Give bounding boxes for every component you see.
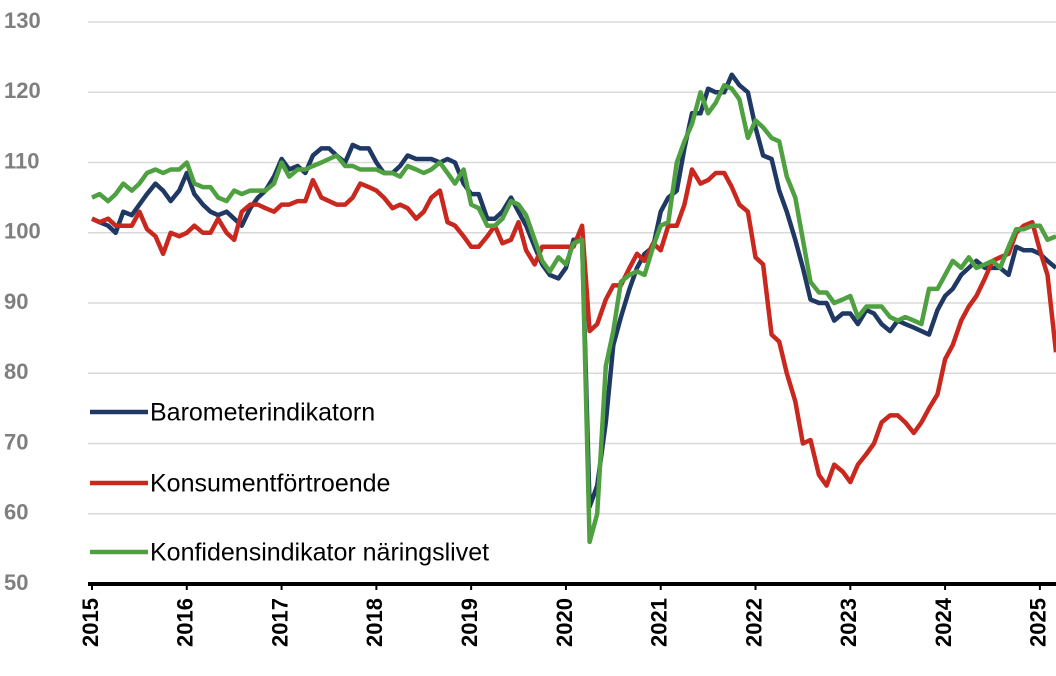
- y-tick-label: 70: [4, 429, 28, 454]
- y-tick-label: 130: [4, 8, 41, 33]
- y-tick-label: 110: [4, 148, 40, 173]
- y-tick-label: 90: [4, 289, 28, 314]
- x-tick-label: 2019: [457, 598, 482, 647]
- legend-label: Konfidensindikator näringslivet: [150, 539, 489, 567]
- x-tick-label: 2015: [78, 598, 103, 647]
- x-tick-label: 2023: [836, 598, 861, 647]
- series-line: [91, 72, 1056, 509]
- series-line: [91, 82, 1056, 545]
- legend-label: Barometerindikatorn: [150, 399, 375, 427]
- x-tick-label: 2025: [1026, 598, 1051, 647]
- plot-area: [91, 72, 1056, 545]
- x-tick-label: 2018: [362, 598, 387, 647]
- y-tick-label: 100: [4, 219, 41, 244]
- y-tick-label: 50: [4, 570, 28, 595]
- legend-label: Konsumentförtroende: [150, 470, 390, 498]
- x-tick-label: 2024: [931, 597, 956, 647]
- x-tick-label: 2017: [267, 598, 292, 647]
- x-tick-label: 2020: [552, 598, 577, 647]
- x-tick-label: 2022: [741, 598, 766, 647]
- y-tick-label: 80: [4, 359, 28, 384]
- x-tick-label: 2016: [173, 598, 198, 647]
- y-tick-label: 60: [4, 500, 28, 525]
- y-tick-label: 120: [4, 78, 41, 103]
- x-tick-label: 2021: [647, 598, 672, 647]
